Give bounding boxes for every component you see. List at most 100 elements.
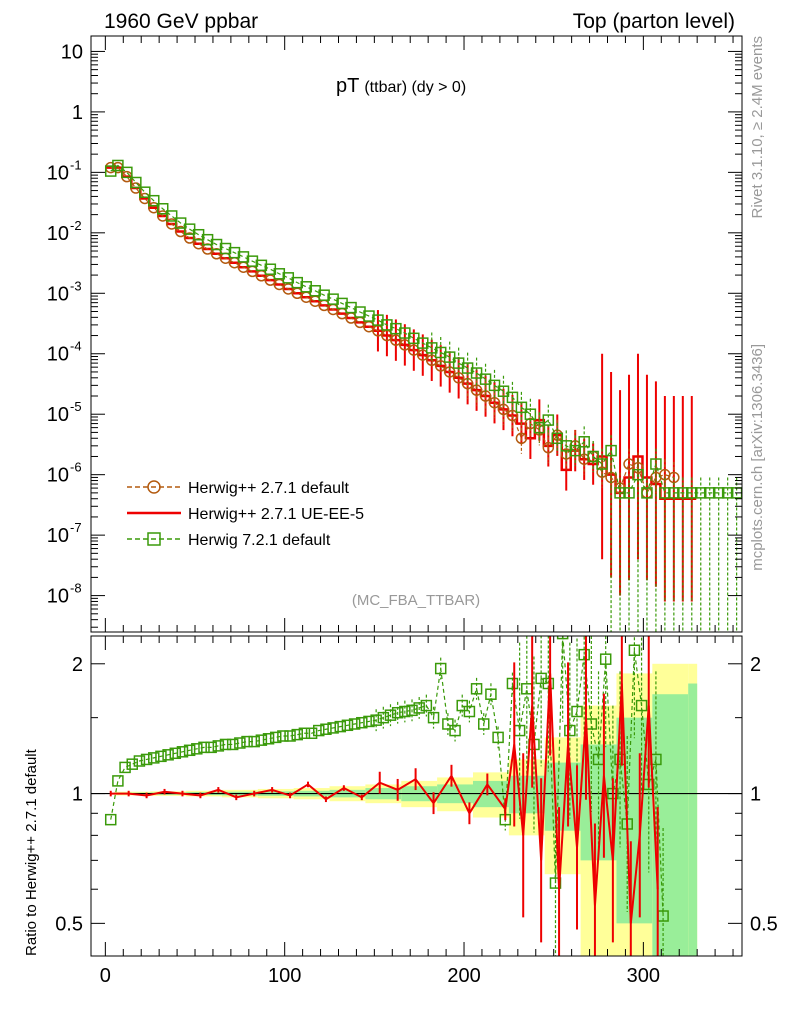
ratio-marker-herwig7	[542, 677, 555, 690]
side-label-rivet: Rivet 3.1.10, ≥ 2.4M events	[749, 36, 766, 219]
marker-herwig7	[488, 379, 501, 392]
marker-herwigpp-default	[515, 432, 528, 445]
ratio-marker-herwig7	[628, 644, 641, 656]
ratio-marker-herwig7	[155, 750, 167, 763]
marker-herwigpp-default	[282, 283, 295, 295]
ratio-marker-herwig7	[470, 683, 483, 695]
ratio-marker-herwig7	[413, 702, 425, 714]
marker-herwig7	[381, 319, 393, 331]
marker-herwigpp-default	[174, 225, 187, 238]
ratio-marker-herwig7	[571, 705, 583, 718]
marker-herwig7	[228, 246, 241, 259]
y-tick-label: 10	[47, 162, 69, 184]
y-tick-exponent: -4	[70, 339, 82, 354]
marker-herwig7	[641, 487, 653, 499]
marker-herwig7	[255, 259, 268, 272]
marker-herwig7	[354, 306, 366, 318]
marker-herwig7	[165, 210, 178, 222]
marker-herwig7	[318, 289, 330, 301]
ratio-marker-herwig7	[176, 746, 189, 758]
ratio-marker-herwig7	[119, 761, 131, 774]
ratio-marker-herwig7	[284, 730, 296, 742]
ratio-frame	[90, 635, 743, 957]
ratio-y-tick-label-right: 0.5	[750, 913, 778, 935]
marker-herwig7	[300, 281, 312, 293]
marker-herwig7	[668, 487, 680, 499]
ratio-marker-herwig7	[262, 733, 275, 745]
plot-title-main: pT	[336, 75, 359, 97]
ratio-marker-herwig7	[420, 699, 433, 712]
plot-title-sub: (ttbar) (dy > 0)	[364, 79, 466, 96]
analysis-label: (MC_FBA_TTBAR)	[352, 592, 480, 609]
ratio-y-tick-label: 1	[72, 784, 83, 806]
marker-herwig7	[569, 444, 581, 457]
ratio-series-layer	[91, 636, 742, 956]
y-tick-label: 10	[47, 344, 69, 366]
y-tick-exponent: -3	[70, 278, 82, 293]
ratio-marker-herwig7	[277, 730, 289, 742]
ratio-marker-herwig7	[578, 648, 590, 661]
marker-herwigpp-default	[399, 339, 411, 351]
marker-herwigpp-default	[139, 192, 151, 205]
ratio-marker-herwig7	[463, 705, 476, 718]
marker-herwigpp-default	[417, 349, 429, 361]
marker-herwig7	[479, 373, 492, 385]
marker-herwigpp-default	[506, 409, 519, 422]
legend: Herwig++ 2.7.1 default Herwig++ 2.7.1 UE…	[127, 480, 364, 549]
marker-herwig7	[551, 432, 564, 445]
y-tick-exponent: -6	[70, 460, 82, 475]
ratio-marker-herwig7	[449, 724, 461, 737]
ratio-marker-herwig7	[320, 723, 332, 735]
x-tick-label: 300	[627, 965, 660, 987]
ratio-axes: 0.5 0.5 1 1 2 2 0 100 200 300	[55, 635, 778, 987]
ratio-marker-herwig7	[183, 744, 196, 757]
marker-herwig7	[497, 385, 510, 397]
header-left: 1960 GeV ppbar	[104, 10, 258, 33]
ratio-y-tick-label-right: 2	[750, 654, 761, 676]
ratio-marker-herwig7	[255, 734, 268, 746]
ratio-marker-herwig7	[341, 719, 354, 732]
marker-herwigpp-default	[560, 448, 572, 460]
marker-herwig7	[210, 238, 223, 251]
marker-herwig7	[524, 408, 537, 420]
main-frame	[90, 35, 743, 633]
ratio-marker-herwig7	[406, 704, 418, 717]
y-tick-label: 1	[72, 102, 83, 124]
marker-herwig7	[156, 203, 169, 215]
marker-herwig7	[174, 217, 187, 229]
ratio-marker-herwig7	[112, 775, 124, 787]
marker-herwig7	[596, 458, 608, 470]
marker-herwig7	[336, 297, 348, 310]
ratio-marker-herwig7	[549, 877, 562, 889]
marker-herwig7	[246, 255, 259, 267]
ratio-marker-herwig7	[399, 705, 411, 718]
ratio-marker-herwig7	[205, 741, 217, 754]
ratio-marker-herwig7	[269, 731, 282, 744]
ratio-marker-herwig7	[556, 636, 569, 640]
marker-herwig7	[605, 444, 617, 457]
ratio-marker-herwig7	[313, 724, 325, 737]
ratio-marker-herwig7	[133, 755, 146, 767]
marker-herwigpp-default	[542, 441, 555, 454]
series-line-herwig7	[110, 164, 737, 495]
marker-herwig7	[623, 487, 635, 499]
marker-herwigpp-default	[596, 466, 608, 478]
ratio-marker-herwig7	[506, 677, 519, 690]
ratio-line-herwig7	[110, 636, 664, 917]
ratio-marker-herwig7	[363, 715, 375, 728]
ratio-marker-herwig7	[104, 813, 117, 826]
y-tick-label: 10	[47, 465, 69, 487]
ratio-marker-herwig7	[291, 728, 303, 741]
legend-marker-circle	[147, 480, 161, 494]
ratio-marker-herwig7	[384, 709, 397, 721]
marker-herwig7	[650, 458, 662, 470]
ratio-marker-herwig7	[191, 743, 203, 755]
header-right: Top (parton level)	[573, 10, 735, 33]
marker-herwig7	[130, 176, 142, 189]
marker-herwigpp-default	[192, 237, 205, 250]
ratio-marker-herwig7	[599, 653, 612, 665]
legend-item-herwig7: Herwig 7.2.1 default	[127, 532, 331, 549]
y-tick-label: 10	[47, 223, 69, 245]
